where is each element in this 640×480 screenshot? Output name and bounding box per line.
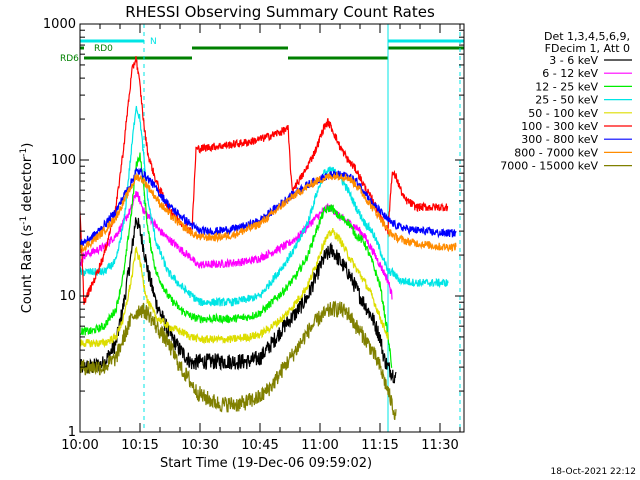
legend-label-7000-15000-kev: 7000 - 15000 keV bbox=[500, 160, 598, 173]
series-12-25-kev bbox=[80, 152, 393, 369]
legend-label-50-100-kev: 50 - 100 keV bbox=[528, 107, 598, 120]
legend-label-800-7000-kev: 800 - 7000 keV bbox=[514, 146, 598, 159]
y-label-part-1: Count Rate (s bbox=[20, 225, 35, 314]
series-layer bbox=[80, 56, 457, 421]
series-line-7000-15000-kev bbox=[80, 300, 397, 421]
legend-header-line-1: Det 1,3,4,5,6,9, bbox=[544, 30, 630, 43]
y-tick-label: 100 bbox=[51, 153, 76, 168]
plot-frame bbox=[79, 23, 465, 433]
flag-rd0: RD0 bbox=[80, 44, 464, 54]
x-tick-label: 11:30 bbox=[421, 438, 458, 453]
y-tick-label: 1 bbox=[68, 425, 76, 440]
legend-label-12-25-kev: 12 - 25 keV bbox=[535, 80, 598, 93]
series-line-300-800-kev bbox=[80, 166, 457, 247]
series-7000-15000-kev bbox=[80, 300, 397, 421]
flag-label-n: N bbox=[150, 37, 157, 47]
series-line-3-6-kev bbox=[80, 217, 397, 384]
x-tick-label: 10:00 bbox=[61, 438, 98, 453]
legend-label-300-800-kev: 300 - 800 keV bbox=[521, 133, 598, 146]
legend-header-line-2: FDecim 1, Att 0 bbox=[545, 42, 630, 55]
chart-title: RHESSI Observing Summary Count Rates bbox=[125, 3, 435, 21]
y-tick-label: 10 bbox=[59, 289, 76, 304]
series-line-25-50-kev bbox=[80, 105, 449, 307]
series-300-800-kev bbox=[80, 166, 457, 247]
y-label-part-3: ) bbox=[20, 143, 35, 148]
legend: Det 1,3,4,5,6,9, FDecim 1, Att 0 3 - 6 k… bbox=[500, 30, 632, 173]
legend-label-6-12-kev: 6 - 12 keV bbox=[542, 67, 598, 80]
y-label-part-2: detector bbox=[20, 156, 35, 216]
series-line-800-7000-kev bbox=[80, 172, 457, 254]
x-axis-label: Start Time (19-Dec-06 09:59:02) bbox=[160, 456, 372, 471]
y-axis-label: Count Rate (s-1 detector-1) bbox=[19, 143, 35, 314]
flag-label-rd6: RD6 bbox=[60, 54, 79, 64]
y-label-exp-2: -1 bbox=[19, 148, 29, 157]
series-line-50-100-kev bbox=[80, 227, 389, 349]
series-line-12-25-kev bbox=[80, 152, 393, 369]
legend-label-100-300-kev: 100 - 300 keV bbox=[521, 120, 598, 133]
x-tick-label: 10:15 bbox=[121, 438, 158, 453]
x-tick-label: 11:15 bbox=[361, 438, 398, 453]
y-tick-label: 1000 bbox=[43, 17, 76, 32]
flag-rd6: RD6 bbox=[60, 54, 388, 64]
series-800-7000-kev bbox=[80, 172, 457, 254]
x-tick-label: 11:00 bbox=[301, 438, 338, 453]
flag-n: N bbox=[80, 37, 464, 47]
x-tick-label: 10:30 bbox=[181, 438, 218, 453]
series-25-50-kev bbox=[80, 105, 449, 307]
legend-label-3-6-kev: 3 - 6 keV bbox=[549, 54, 598, 67]
x-tick-label: 10:45 bbox=[241, 438, 278, 453]
generated-timestamp: 18-Oct-2021 22:12 bbox=[551, 467, 636, 477]
flag-label-rd0: RD0 bbox=[94, 44, 113, 54]
axes: 1 10 100 1000 10:00 10:15 10:30 10:45 11:00 11:15… bbox=[43, 17, 465, 453]
y-label-exp-1: -1 bbox=[19, 216, 29, 225]
legend-label-25-50-kev: 25 - 50 keV bbox=[535, 94, 598, 107]
series-50-100-kev bbox=[80, 227, 389, 349]
series-3-6-kev bbox=[80, 217, 397, 384]
